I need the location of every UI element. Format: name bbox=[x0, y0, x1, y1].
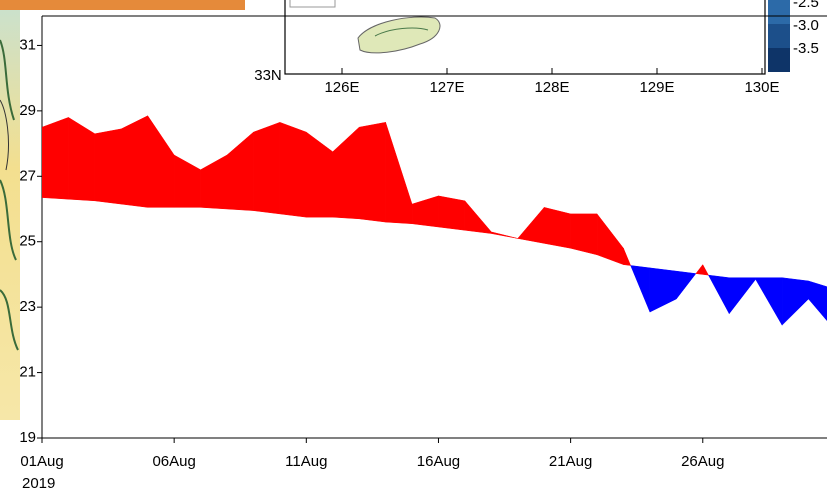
x-tick-label: 16Aug bbox=[417, 453, 460, 470]
anomaly-fill bbox=[68, 116, 96, 202]
plot-area bbox=[42, 114, 827, 327]
anomaly-fill bbox=[332, 126, 360, 220]
lon-label: 126E bbox=[324, 79, 359, 96]
anomaly-fill bbox=[623, 248, 632, 266]
colorbar-label: -3.0 bbox=[793, 17, 819, 34]
x-tick-label: 06Aug bbox=[152, 453, 195, 470]
anomaly-fill bbox=[253, 121, 281, 215]
y-tick-label: 31 bbox=[19, 36, 36, 53]
x-tick-label: 26Aug bbox=[681, 453, 724, 470]
anomaly-fill bbox=[121, 115, 148, 208]
anomaly-fill bbox=[781, 277, 809, 326]
lon-label: 127E bbox=[429, 79, 464, 96]
anomaly-fill bbox=[279, 121, 307, 218]
y-tick-label: 29 bbox=[19, 102, 36, 119]
anomaly-fill bbox=[570, 213, 598, 256]
lon-label: 130E bbox=[744, 79, 779, 96]
x-tick-label: 01Aug bbox=[20, 453, 63, 470]
anomaly-fill bbox=[702, 264, 709, 276]
anomaly-fill bbox=[676, 270, 697, 300]
anomaly-fill bbox=[649, 267, 677, 313]
anomaly-fill bbox=[543, 207, 571, 249]
y-tick-label: 25 bbox=[19, 233, 36, 250]
lat-label: 33N bbox=[254, 67, 282, 84]
anomaly-fill bbox=[385, 122, 413, 224]
anomaly-fill bbox=[200, 154, 228, 210]
anomaly-fill bbox=[695, 263, 704, 275]
anomaly-fill bbox=[630, 265, 651, 313]
y-tick-label: 19 bbox=[19, 429, 36, 446]
anomaly-fill bbox=[728, 277, 756, 315]
anomaly-fill bbox=[42, 117, 69, 200]
anomaly-fill bbox=[226, 131, 254, 211]
x-tick-label: 11Aug bbox=[285, 453, 327, 470]
anomaly-fill bbox=[94, 128, 122, 205]
anomaly-fill bbox=[173, 154, 201, 208]
anomaly-fill bbox=[491, 231, 518, 239]
anomaly-fill bbox=[411, 195, 439, 228]
anomaly-fill bbox=[438, 195, 466, 231]
lon-label: 129E bbox=[639, 79, 674, 96]
colorbar-label: -3.5 bbox=[793, 40, 819, 57]
anomaly-fill bbox=[596, 213, 624, 265]
anomaly-fill bbox=[306, 131, 333, 218]
anomaly-fill bbox=[464, 200, 492, 234]
x-tick-label: 21Aug bbox=[549, 453, 592, 470]
lon-label: 128E bbox=[534, 79, 569, 96]
colorbar-label: -2.5 bbox=[793, 0, 819, 11]
anomaly-fill bbox=[755, 277, 783, 327]
background-map-strip bbox=[0, 0, 245, 420]
y-tick-label: 23 bbox=[19, 298, 36, 315]
y-tick-label: 21 bbox=[19, 364, 36, 381]
anomaly-fill bbox=[147, 114, 175, 208]
year-label: 2019 bbox=[22, 475, 55, 492]
anomaly-fill bbox=[808, 280, 827, 322]
anomaly-fill bbox=[707, 274, 730, 314]
anomaly-fill bbox=[358, 122, 386, 223]
anomaly-fill bbox=[517, 206, 545, 244]
y-tick-label: 27 bbox=[19, 167, 36, 184]
